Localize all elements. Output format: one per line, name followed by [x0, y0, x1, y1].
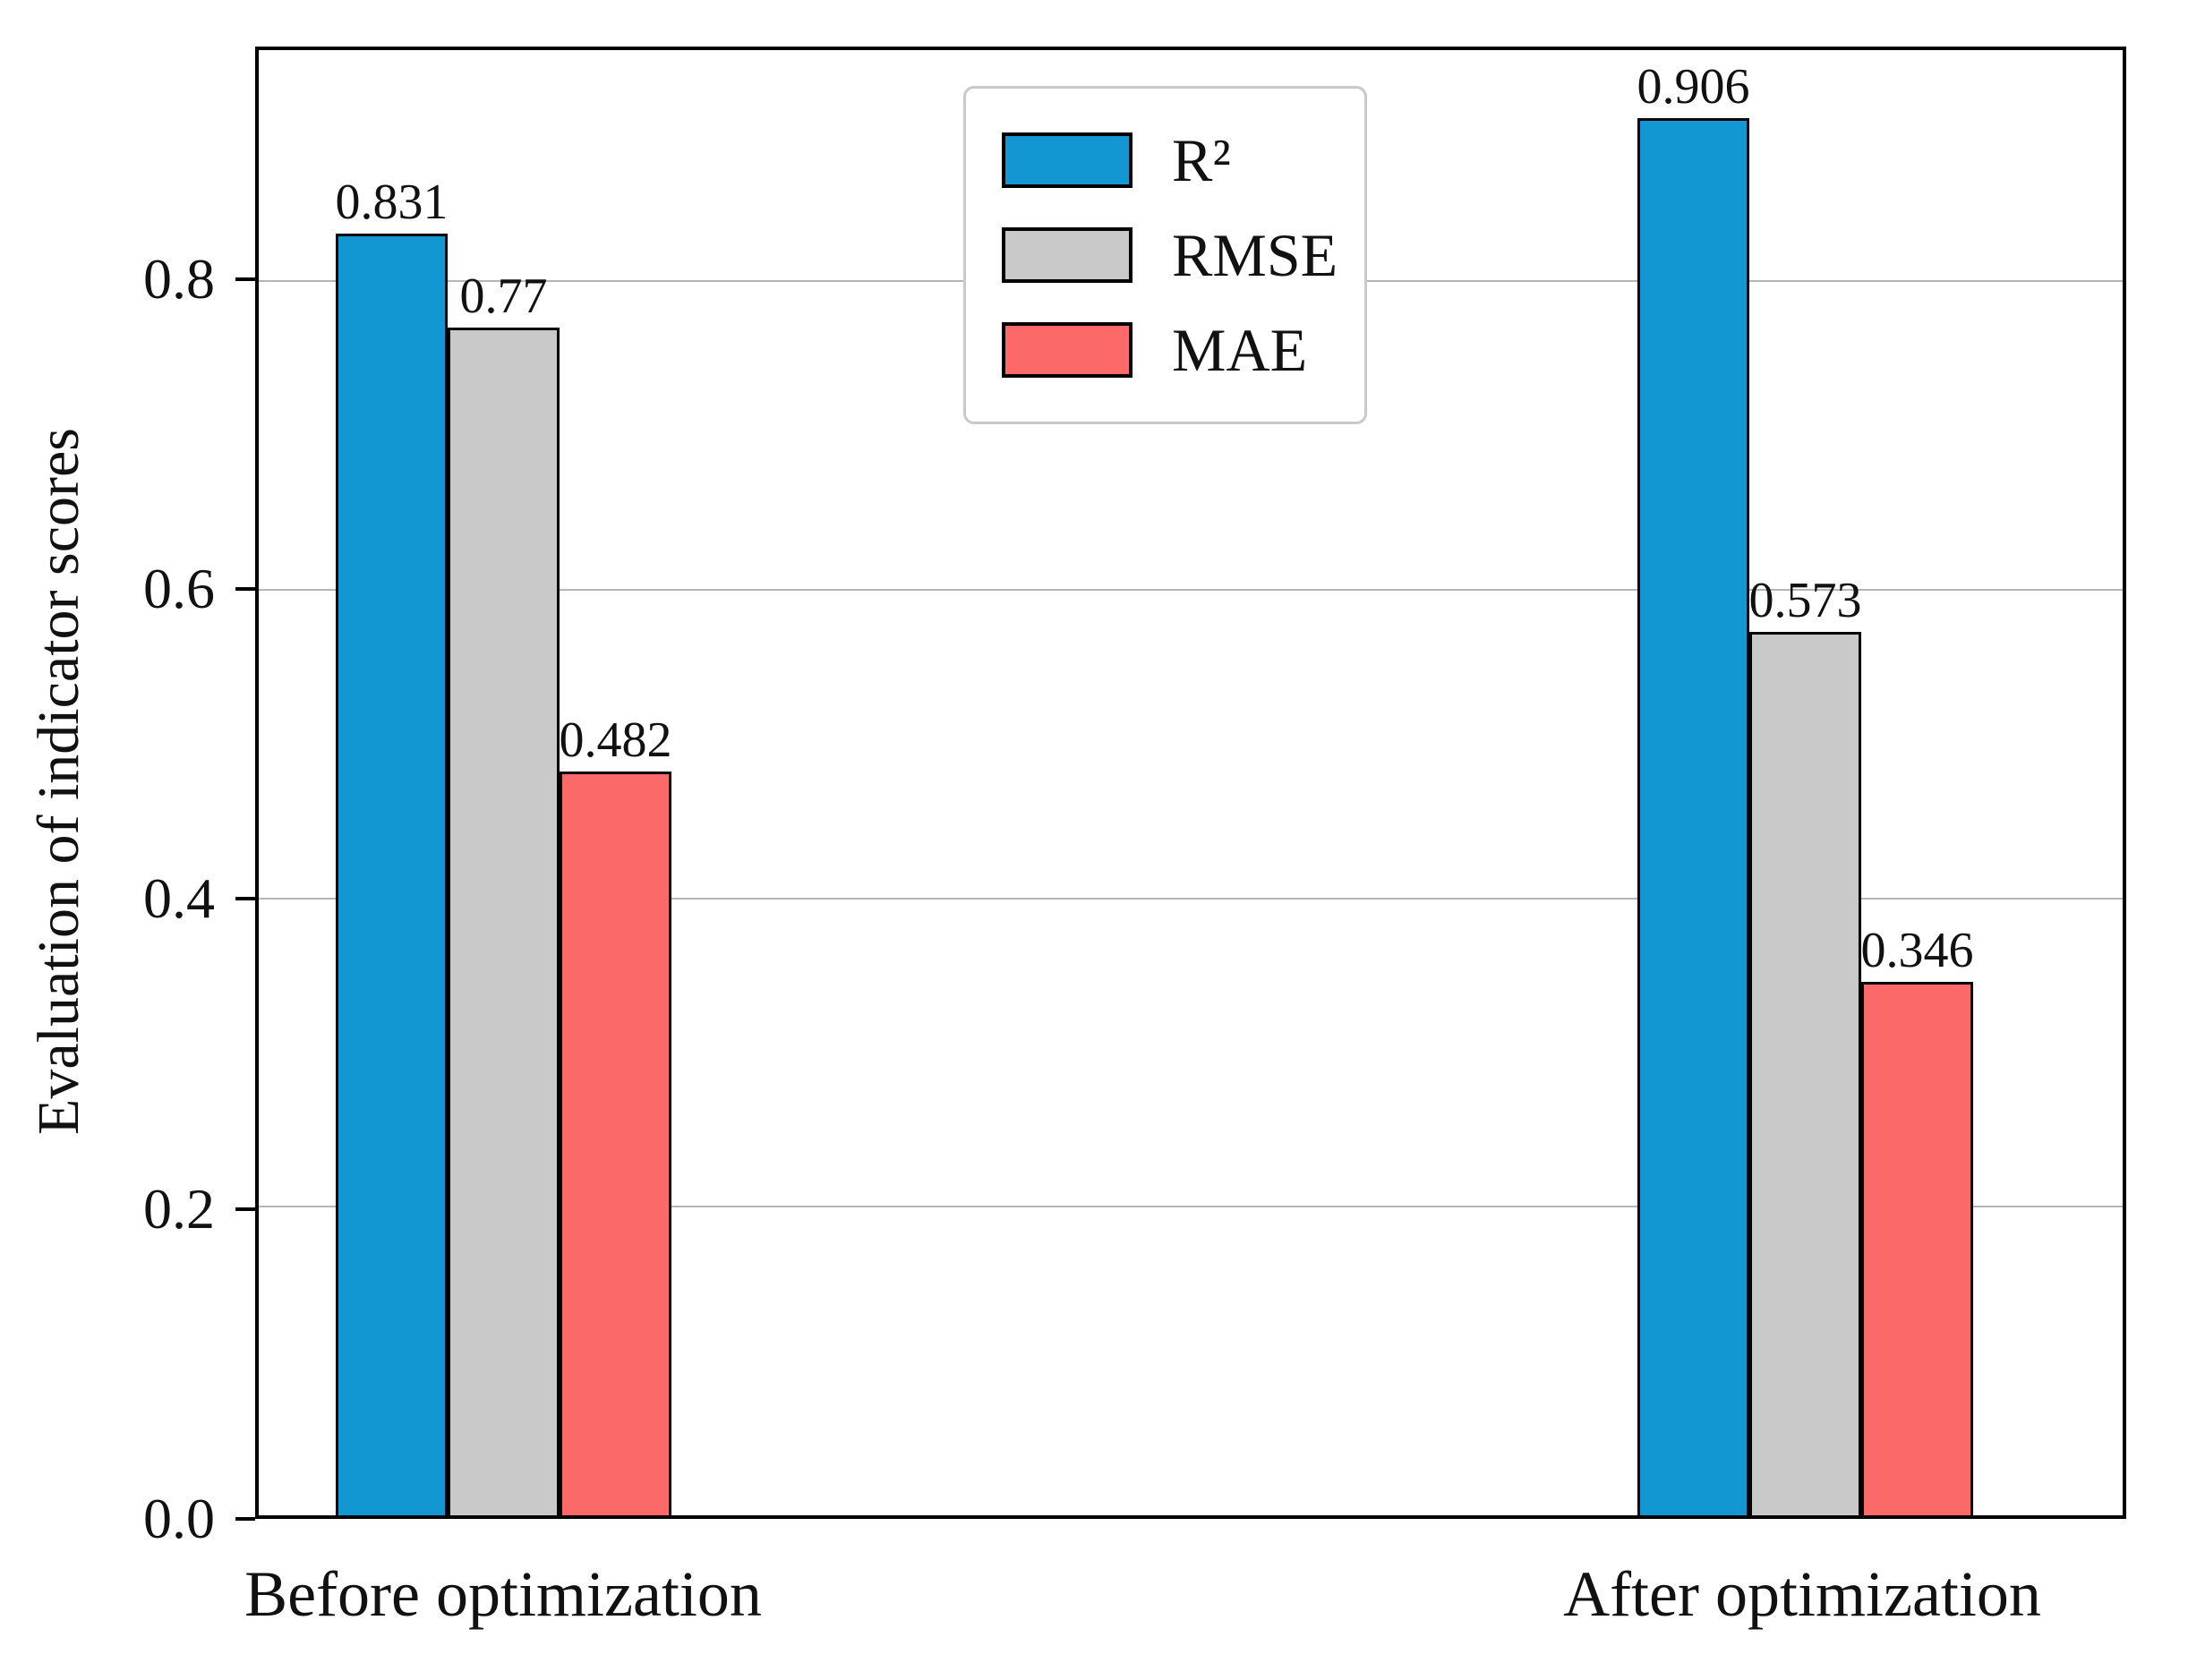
- legend-row-rmse: RMSE: [1002, 225, 1338, 286]
- x-axis-category-before: Before optimization: [244, 1558, 762, 1630]
- plot-area: 0.831 0.77 0.482 0.906 0.573 0.346 R² RM…: [255, 47, 2126, 1519]
- y-axis-tick-mark: [235, 1517, 255, 1521]
- y-axis-tick-label: 0.0: [143, 1487, 215, 1550]
- legend-label-r2: R²: [1172, 126, 1231, 194]
- bar-value-label: 0.482: [559, 712, 672, 769]
- y-axis-tick-mark: [235, 1207, 255, 1211]
- legend-swatch-rmse: [1002, 227, 1132, 283]
- legend-label-rmse: RMSE: [1172, 221, 1338, 289]
- legend-row-mae: MAE: [1002, 320, 1329, 380]
- legend: R² RMSE MAE: [963, 86, 1367, 424]
- bar-value-label: 0.77: [459, 269, 548, 325]
- bar-before-mae: 0.482: [560, 715, 672, 1515]
- bar-value-label: 0.831: [335, 175, 449, 231]
- bar-before-rmse: 0.77: [448, 271, 560, 1515]
- y-axis-tick-label: 0.4: [143, 866, 215, 931]
- bar-after-rmse: 0.573: [1749, 576, 1862, 1515]
- bar-value-label: 0.906: [1637, 58, 1750, 115]
- y-axis-tick-mark: [235, 277, 255, 281]
- bar-value-label: 0.346: [1860, 922, 1974, 978]
- gridline-0.4: [259, 897, 2123, 900]
- legend-label-mae: MAE: [1172, 316, 1308, 384]
- x-axis-category-after: After optimization: [1563, 1558, 2041, 1630]
- gridline-0.6: [259, 589, 2123, 592]
- y-axis-tick-label: 0.8: [143, 246, 215, 311]
- bar-value-label: 0.573: [1748, 572, 1862, 628]
- y-axis-tick-label: 0.2: [143, 1176, 215, 1241]
- gridline-0.2: [259, 1206, 2123, 1208]
- bar-after-r2: 0.906: [1637, 62, 1750, 1515]
- bar-before-r2: 0.831: [336, 177, 449, 1515]
- legend-swatch-mae: [1002, 322, 1132, 378]
- bar-after-mae: 0.346: [1861, 925, 1974, 1515]
- y-axis-tick-mark: [235, 897, 255, 901]
- y-axis-tick-label: 0.6: [143, 557, 215, 621]
- y-axis-tick-mark: [235, 587, 255, 592]
- legend-row-r2: R²: [1002, 130, 1329, 191]
- y-axis: 0.0 0.2 0.4 0.6 0.8: [0, 47, 255, 1548]
- legend-swatch-r2: [1002, 132, 1132, 188]
